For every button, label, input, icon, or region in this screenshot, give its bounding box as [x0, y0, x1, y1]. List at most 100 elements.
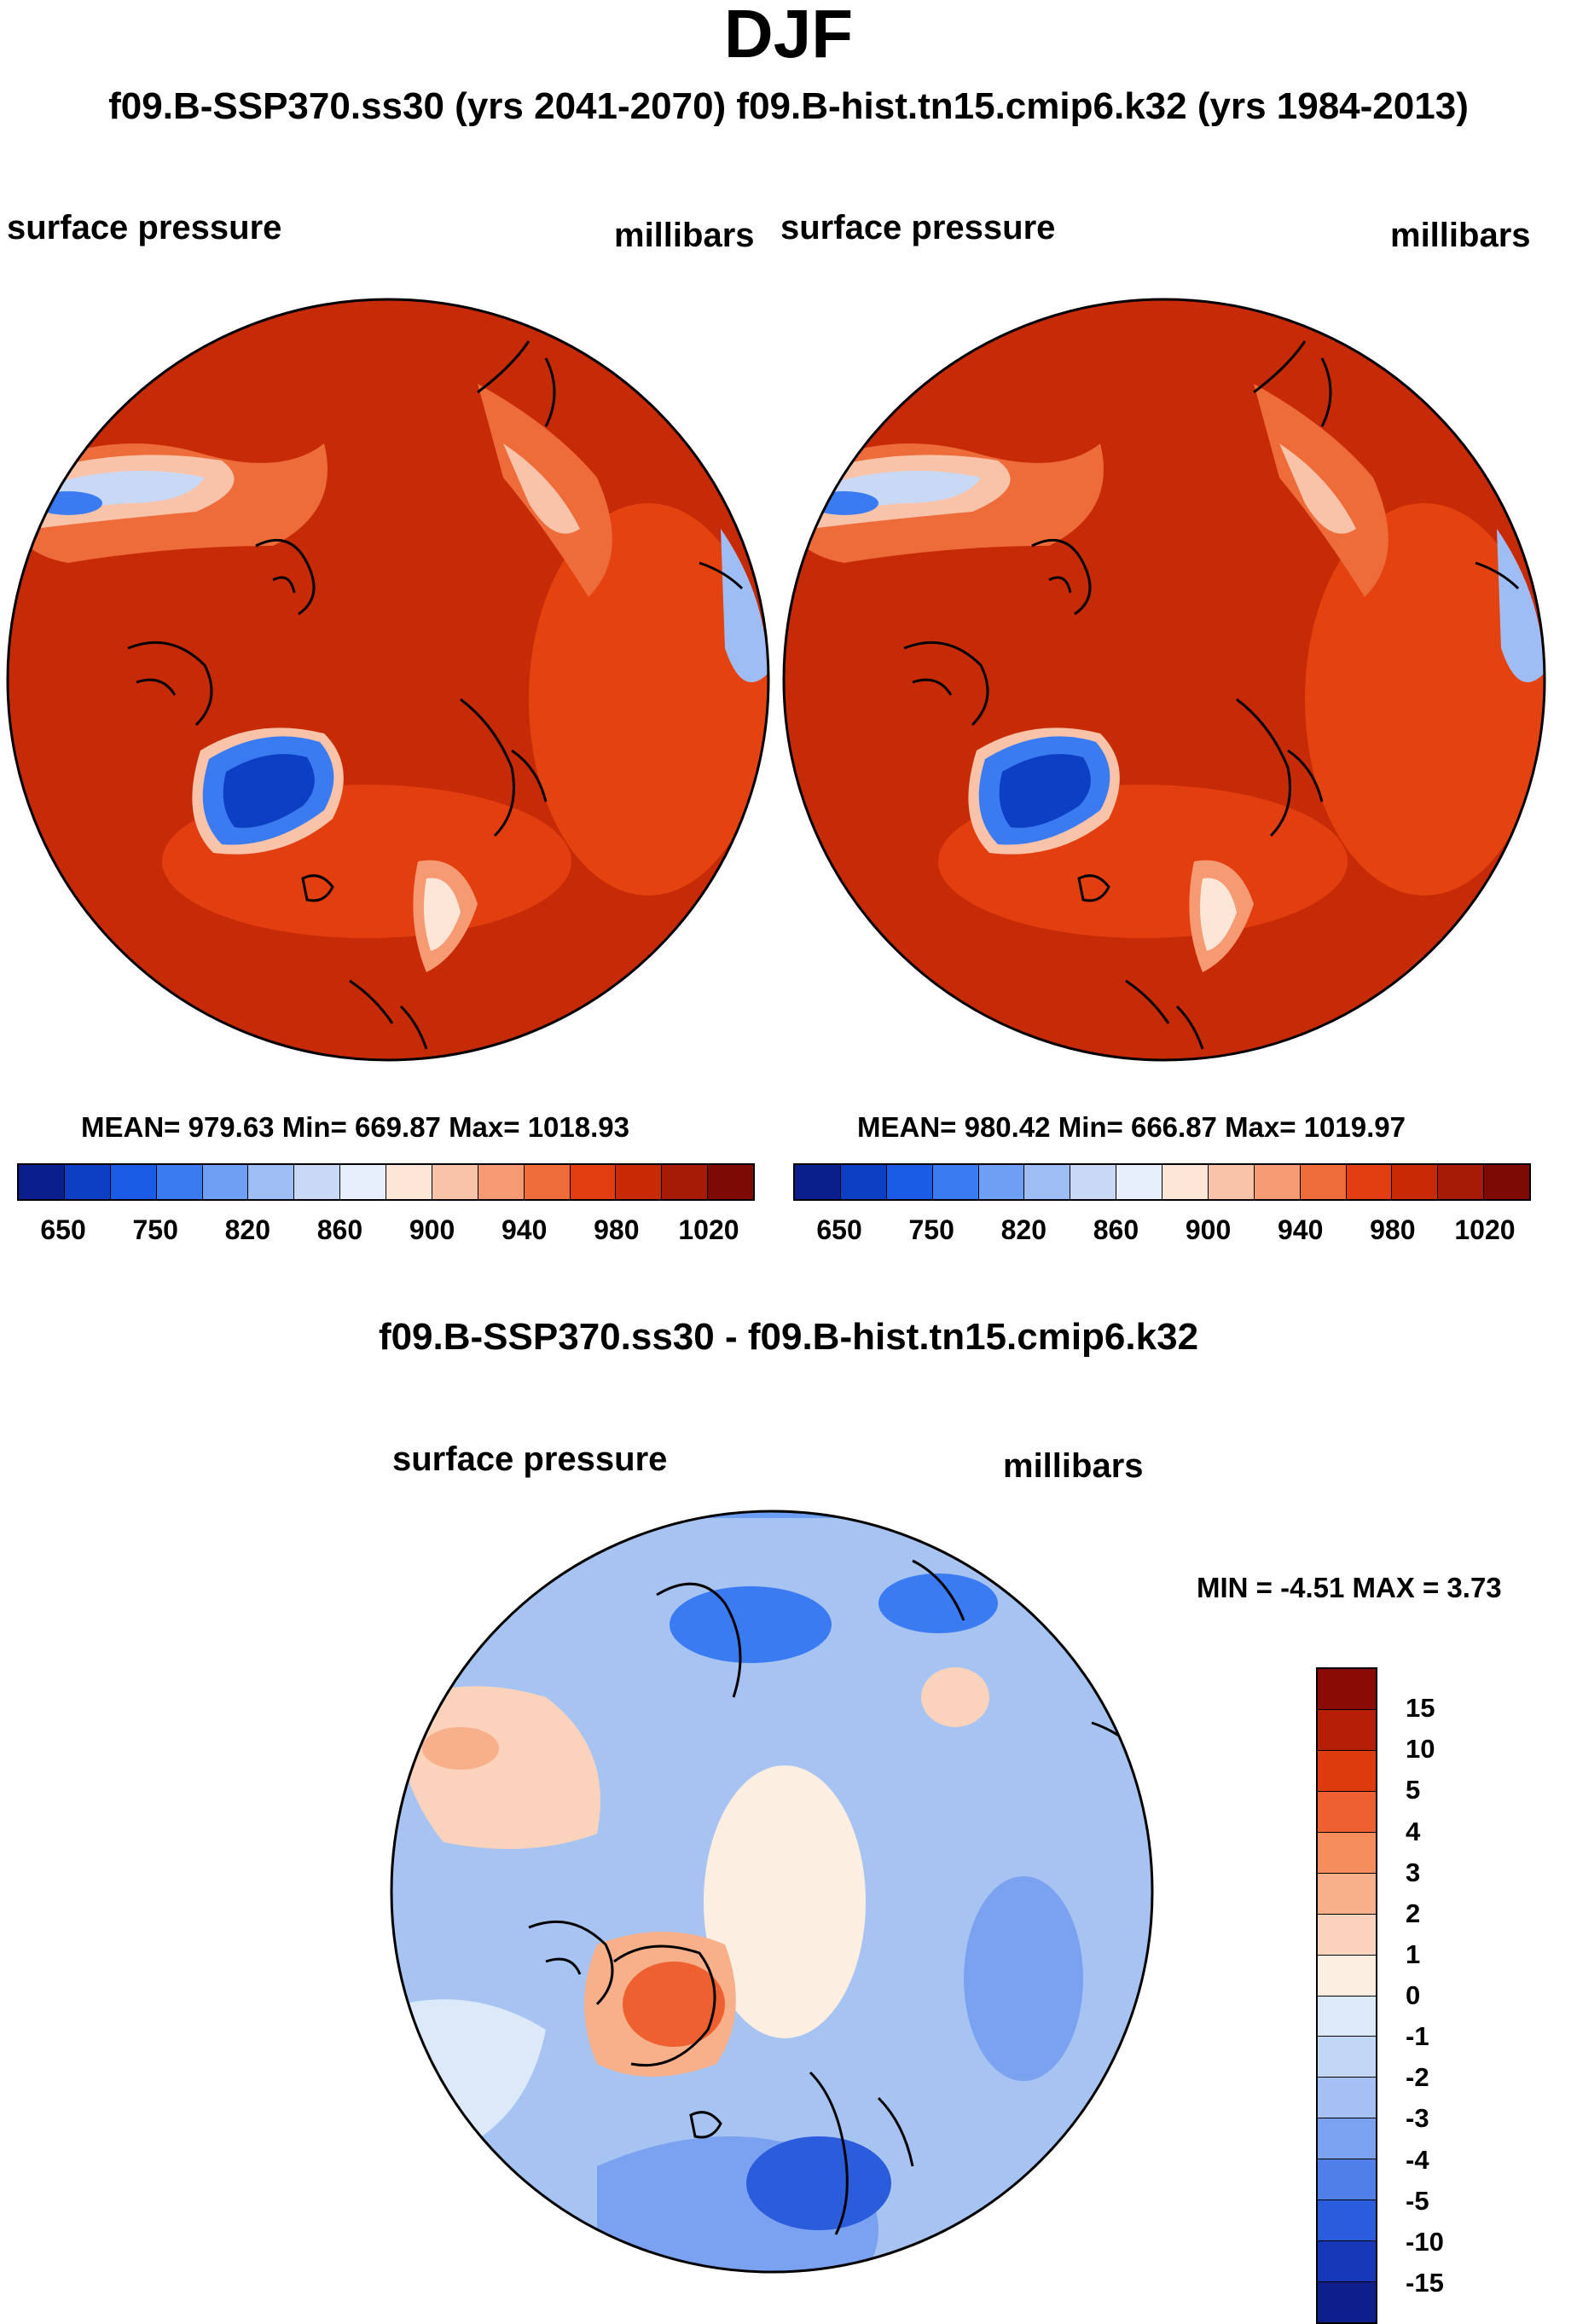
colorbar-swatch: [1318, 2078, 1376, 2119]
panel1-rockies-highland: [503, 443, 580, 534]
colorbar-swatch: [1318, 1955, 1376, 1997]
colorbar-swatch: [110, 1165, 157, 1199]
colorbar-tick-label: 0: [1406, 1980, 1421, 2010]
colorbar-tick-label: -1: [1406, 2021, 1429, 2052]
colorbar-swatch: [840, 1165, 887, 1199]
colorbar-tick-label: 750: [908, 1214, 954, 1245]
colorbar-swatch: [932, 1165, 979, 1199]
colorbar-tick-label: -2: [1406, 2062, 1429, 2093]
colorbar-swatch: [1318, 2118, 1376, 2160]
colorbar-tick-label: 860: [316, 1214, 363, 1245]
colorbar-swatch: [1392, 1165, 1439, 1199]
panel2-greenland-peak: [999, 754, 1091, 828]
colorbar-tick-label: 900: [409, 1214, 455, 1245]
colorbar-tick-label: 860: [1093, 1214, 1139, 1245]
colorbar-tick-label: 940: [1277, 1214, 1324, 1245]
colorbar-swatch: [1318, 2037, 1376, 2078]
colorbar-tick-label: 900: [1185, 1214, 1232, 1245]
panel2-map: [784, 299, 1545, 1060]
panel2-border: [782, 298, 1546, 1062]
diff-coastlines: [528, 1559, 1136, 2235]
colorbar-swatch: [248, 1165, 295, 1199]
colorbar-tick-label: 980: [594, 1214, 640, 1245]
colorbar-swatch: [1318, 1996, 1376, 2037]
colorbar-tick-label: 15: [1406, 1693, 1435, 1724]
panel2-stats: MEAN= 980.42 Min= 666.87 Max= 1019.97: [857, 1111, 1406, 1143]
colorbar-swatch: [1300, 1165, 1347, 1199]
colorbar-tick-label: 5: [1406, 1775, 1421, 1805]
colorbar-swatch: [1318, 1914, 1376, 1956]
panel2-edge-low: [1497, 529, 1544, 682]
diff-colorbar: [1316, 1667, 1377, 2324]
colorbar-swatch: [1318, 2200, 1376, 2242]
diff-left-label: surface pressure: [392, 1440, 668, 1478]
colorbar-swatch: [1318, 2159, 1376, 2201]
colorbar-swatch: [340, 1165, 386, 1199]
colorbar-swatch: [478, 1165, 525, 1199]
colorbar-tick-label: -10: [1406, 2226, 1444, 2257]
colorbar-swatch: [1162, 1165, 1209, 1199]
diff-right-label: millibars: [1003, 1447, 1144, 1485]
diff-asia-positive-core: [422, 1727, 499, 1770]
panel2-coastlines: [903, 340, 1520, 1050]
colorbar-swatch: [386, 1165, 432, 1199]
panel1-right-label: millibars: [614, 217, 755, 254]
panel1-left-label: surface pressure: [7, 209, 282, 246]
colorbar-swatch: [1318, 1709, 1376, 1751]
colorbar-swatch: [795, 1165, 841, 1199]
colorbar-tick-label: -4: [1406, 2144, 1429, 2175]
colorbar-swatch: [1208, 1165, 1255, 1199]
figure-title: DJF: [723, 0, 854, 72]
panel1-siberia-field: [529, 503, 768, 895]
colorbar-swatch: [156, 1165, 203, 1199]
panel2-scandinavia-high: [1199, 878, 1237, 951]
panel1-coastlines: [127, 340, 744, 1050]
colorbar-swatch: [1484, 1165, 1529, 1199]
colorbar-swatch: [1024, 1165, 1071, 1199]
diff-greenland-positive-core: [623, 1962, 725, 2047]
colorbar-swatch: [1318, 1750, 1376, 1792]
colorbar-swatch: [1318, 1873, 1376, 1915]
colorbar-swatch: [1438, 1165, 1485, 1199]
diff-europe-core: [746, 2136, 891, 2230]
panel1-colorbar: [17, 1163, 755, 1201]
colorbar-swatch: [1346, 1165, 1393, 1199]
colorbar-swatch: [1318, 1791, 1376, 1833]
colorbar-tick-label: 3: [1406, 1857, 1421, 1887]
colorbar-tick-label: 750: [132, 1214, 178, 1245]
diff-bering-core: [670, 1586, 832, 1663]
panel1-scandinavia-high: [423, 878, 461, 951]
colorbar-swatch: [1318, 2282, 1376, 2322]
colorbar-tick-label: 650: [40, 1214, 86, 1245]
colorbar-tick-label: 820: [1000, 1214, 1047, 1245]
colorbar-swatch: [202, 1165, 249, 1199]
colorbar-swatch: [432, 1165, 478, 1199]
panel2-siberia-field: [1305, 503, 1544, 895]
panel1-tibet-core: [34, 491, 102, 515]
diff-stats: MIN = -4.51 MAX = 3.73: [1197, 1572, 1502, 1603]
colorbar-swatch: [1318, 2241, 1376, 2283]
colorbar-tick-label: -15: [1406, 2267, 1444, 2298]
panel1-border: [6, 298, 770, 1062]
panel1-stats: MEAN= 979.63 Min= 669.87 Max= 1018.93: [81, 1111, 629, 1143]
diff-title: f09.B-SSP370.ss30 - f09.B-hist.tn15.cmip…: [378, 1316, 1199, 1358]
diff-arctic-near-zero: [704, 1765, 866, 2038]
colorbar-tick-label: 1: [1406, 1939, 1421, 1969]
colorbar-tick-label: 4: [1406, 1816, 1421, 1846]
colorbar-swatch: [978, 1165, 1025, 1199]
panel1-greenland-peak: [223, 754, 315, 828]
colorbar-swatch: [19, 1165, 65, 1199]
colorbar-tick-label: 820: [224, 1214, 271, 1245]
panel2-tibet-core: [810, 491, 878, 515]
colorbar-swatch: [1070, 1165, 1117, 1199]
panel1-edge-low: [721, 529, 768, 682]
diff-alaska-core: [878, 1573, 998, 1633]
colorbar-tick-label: 2: [1406, 1898, 1421, 1928]
colorbar-tick-label: 980: [1370, 1214, 1416, 1245]
diff-alaska-positive: [921, 1667, 989, 1727]
panel2-left-label: surface pressure: [780, 209, 1056, 246]
colorbar-tick-label: 1020: [678, 1214, 739, 1245]
colorbar-swatch: [1116, 1165, 1162, 1199]
diff-map: [391, 1511, 1152, 2272]
